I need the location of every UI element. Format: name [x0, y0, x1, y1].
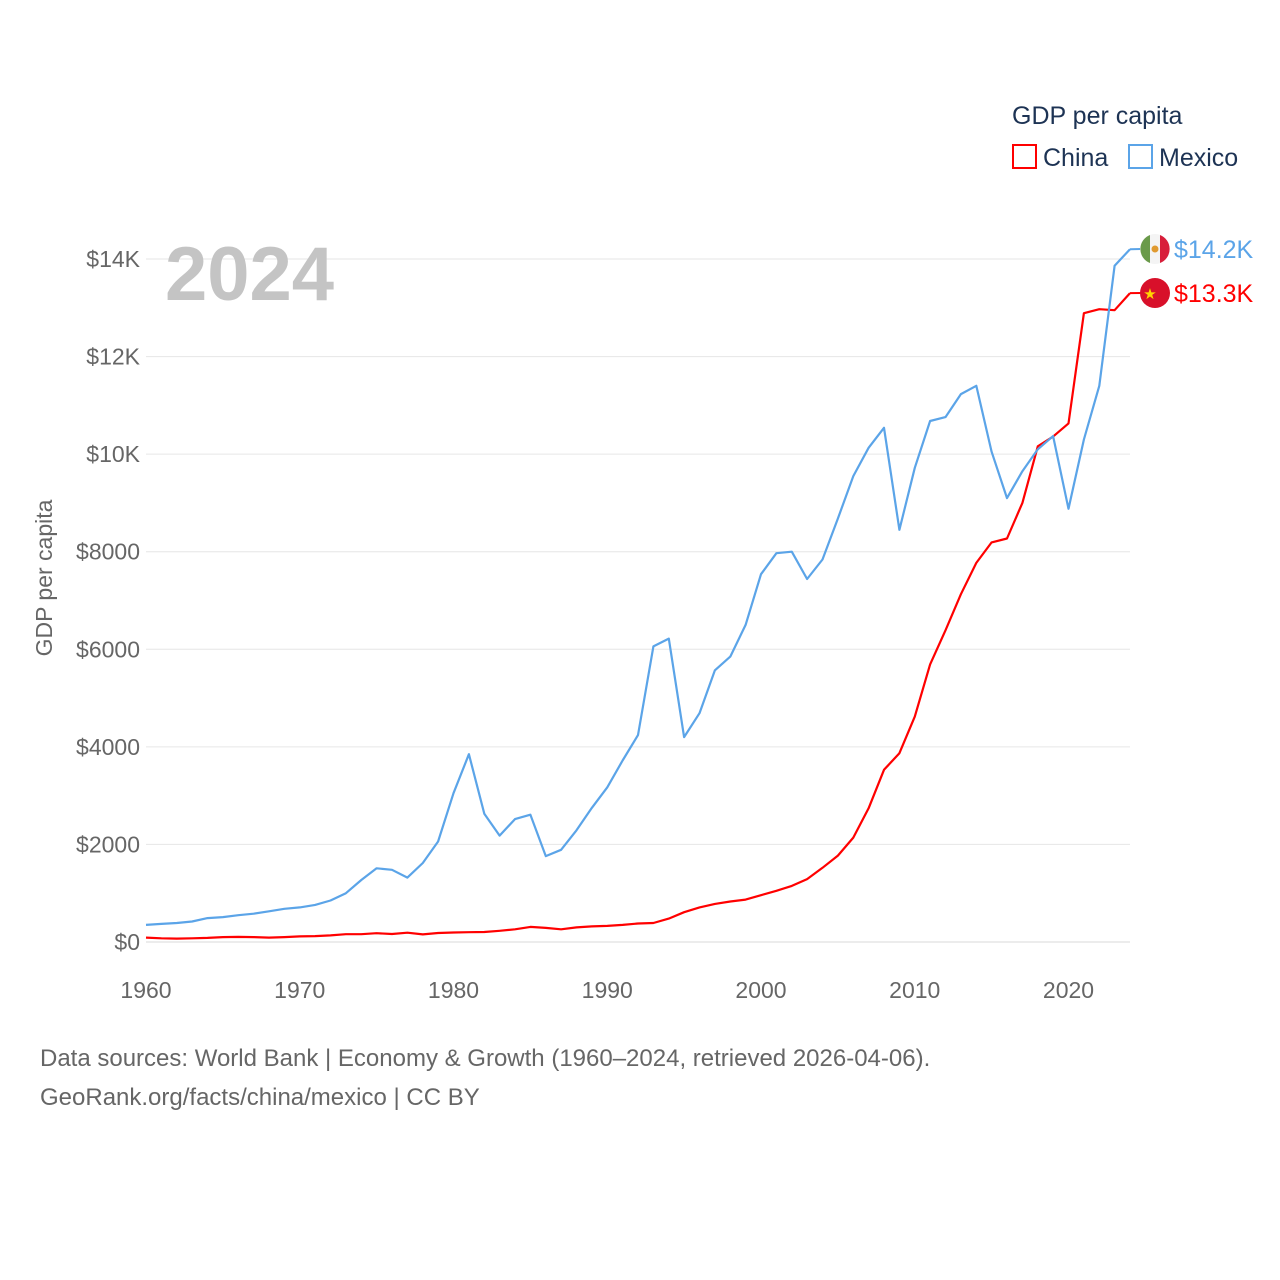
legend-swatch-mexico	[1128, 144, 1153, 169]
china-flag-star: ★	[1143, 285, 1156, 303]
x-tick-label: 1960	[120, 977, 171, 1003]
series-line-china	[145, 292, 1131, 940]
y-tick-label: $2000	[76, 831, 140, 857]
legend-label-mexico: Mexico	[1159, 144, 1238, 172]
end-value-label-china: $13.3K	[1174, 280, 1254, 308]
source-note: Data sources: World Bank | Economy & Gro…	[40, 1045, 931, 1072]
x-tick-label: 2010	[889, 977, 940, 1003]
x-tick-label: 1990	[582, 977, 633, 1003]
mexico-flag-emblem	[1151, 245, 1159, 253]
y-axis-label: GDP per capita	[31, 499, 57, 656]
mexico-flag-green	[1140, 235, 1150, 263]
legend-label-china: China	[1043, 144, 1108, 172]
y-tick-label: $6000	[76, 636, 140, 662]
legend-title: GDP per capita	[1012, 102, 1183, 130]
mexico-flag-red	[1160, 235, 1170, 263]
y-tick-label: $10K	[86, 441, 140, 467]
legend-swatch-china	[1012, 144, 1037, 169]
end-value-label-mexico: $14.2K	[1174, 236, 1254, 264]
y-tick-label: $4000	[76, 734, 140, 760]
y-tick-label: $14K	[86, 246, 140, 272]
x-tick-label: 2020	[1043, 977, 1094, 1003]
y-tick-label: $8000	[76, 539, 140, 565]
china-flag-icon	[1140, 278, 1170, 308]
x-tick-label: 2000	[735, 977, 786, 1003]
series-line-mexico	[145, 248, 1131, 926]
x-tick-label: 1970	[274, 977, 325, 1003]
x-tick-label: 1980	[428, 977, 479, 1003]
y-tick-label: $12K	[86, 344, 140, 370]
year-label: 2024	[165, 232, 334, 317]
source-link[interactable]: GeoRank.org/facts/china/mexico | CC BY	[40, 1084, 480, 1111]
y-tick-label: $0	[114, 929, 140, 955]
